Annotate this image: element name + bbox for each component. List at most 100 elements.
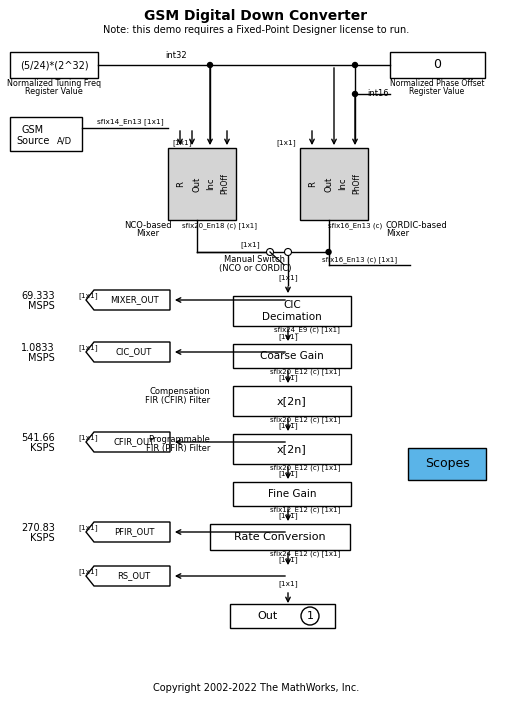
Bar	[230, 604, 335, 628]
Text: sfix12_E12 (c) [1x1]: sfix12_E12 (c) [1x1]	[270, 507, 340, 513]
Polygon shape	[86, 432, 170, 452]
Bar	[210, 524, 350, 550]
Text: [1x1]: [1x1]	[78, 525, 98, 532]
Text: PhOff: PhOff	[352, 174, 361, 194]
Text: RS_OUT: RS_OUT	[117, 571, 151, 580]
Text: A/D: A/D	[57, 136, 72, 145]
Text: GSM Digital Down Converter: GSM Digital Down Converter	[144, 9, 368, 23]
Text: [1x1]: [1x1]	[240, 241, 260, 249]
Text: x[2n]: x[2n]	[277, 444, 307, 454]
Text: Normalized Tuning Freq: Normalized Tuning Freq	[7, 80, 101, 88]
Bar	[233, 434, 351, 464]
Text: Register Value: Register Value	[410, 88, 464, 97]
Circle shape	[352, 63, 357, 68]
Text: sfix16_En13 (c) [1x1]: sfix16_En13 (c) [1x1]	[323, 256, 397, 263]
Bar	[10, 117, 82, 151]
Text: sfix24_E9 (c) [1x1]: sfix24_E9 (c) [1x1]	[274, 327, 340, 333]
Text: 270.83: 270.83	[21, 523, 55, 533]
Text: [1x1]: [1x1]	[78, 345, 98, 352]
Text: KSPS: KSPS	[30, 443, 55, 453]
Text: Normalized Phase Offset: Normalized Phase Offset	[390, 80, 484, 88]
Text: Scopes: Scopes	[424, 457, 470, 470]
Text: (NCO or CORDIC): (NCO or CORDIC)	[219, 265, 291, 273]
Text: Manual Switch: Manual Switch	[224, 256, 286, 265]
Text: NCO-based: NCO-based	[124, 220, 172, 229]
Bar	[168, 148, 236, 220]
Polygon shape	[86, 290, 170, 310]
Text: (5/24)*(2^32): (5/24)*(2^32)	[19, 60, 88, 70]
Text: 1.0833: 1.0833	[22, 343, 55, 353]
Circle shape	[285, 249, 291, 256]
Text: MIXER_OUT: MIXER_OUT	[110, 296, 158, 304]
Text: GSM: GSM	[22, 125, 44, 135]
Bar	[233, 344, 351, 368]
Text: sfix20_En18 (c) [1x1]: sfix20_En18 (c) [1x1]	[182, 222, 258, 229]
Text: Source: Source	[16, 136, 50, 146]
Bar	[390, 52, 485, 78]
Text: 69.333: 69.333	[22, 291, 55, 301]
Text: 1: 1	[307, 611, 313, 621]
Text: Inc: Inc	[206, 178, 215, 190]
Text: Out: Out	[258, 611, 278, 621]
Circle shape	[207, 63, 212, 68]
Text: sfix16_En13 (c): sfix16_En13 (c)	[328, 222, 382, 229]
Bar	[233, 482, 351, 506]
Text: CFIR_OUT: CFIR_OUT	[114, 438, 155, 446]
Text: KSPS: KSPS	[30, 533, 55, 543]
Text: Fine Gain: Fine Gain	[268, 489, 316, 499]
Circle shape	[352, 92, 357, 97]
Bar	[233, 296, 351, 326]
Text: [1x1]: [1x1]	[278, 334, 298, 340]
Text: sfix20_E12 (c) [1x1]: sfix20_E12 (c) [1x1]	[270, 369, 340, 376]
Text: [1x1]: [1x1]	[278, 513, 298, 520]
Text: [1x1]: [1x1]	[278, 580, 298, 587]
Text: Inc: Inc	[337, 178, 347, 190]
Text: int32: int32	[165, 52, 187, 61]
Text: [1x1]: [1x1]	[172, 140, 192, 146]
Polygon shape	[86, 566, 170, 586]
Text: Mixer: Mixer	[386, 229, 409, 239]
Text: [1x1]: [1x1]	[278, 471, 298, 477]
Text: sfix24_E12 (c) [1x1]: sfix24_E12 (c) [1x1]	[270, 551, 340, 557]
Text: [1x1]: [1x1]	[278, 423, 298, 429]
Text: [1x1]: [1x1]	[276, 140, 296, 146]
Text: int16: int16	[367, 90, 389, 99]
Text: Register Value: Register Value	[25, 88, 83, 97]
Text: x[2n]: x[2n]	[277, 396, 307, 406]
Polygon shape	[86, 522, 170, 542]
Text: Compensation: Compensation	[150, 388, 210, 397]
Text: [1x1]: [1x1]	[278, 275, 298, 282]
Text: CORDIC-based: CORDIC-based	[386, 220, 448, 229]
Text: 0: 0	[433, 59, 441, 71]
Text: R: R	[176, 181, 185, 187]
Text: sfix14_En13 [1x1]: sfix14_En13 [1x1]	[97, 119, 163, 126]
Text: Rate Conversion: Rate Conversion	[234, 532, 326, 542]
Text: [1x1]: [1x1]	[78, 292, 98, 299]
Circle shape	[301, 607, 319, 625]
Text: Coarse Gain: Coarse Gain	[260, 351, 324, 361]
Text: sfix20_E12 (c) [1x1]: sfix20_E12 (c) [1x1]	[270, 417, 340, 424]
Text: 541.66: 541.66	[22, 433, 55, 443]
Text: [1x1]: [1x1]	[278, 556, 298, 563]
Text: Out: Out	[192, 176, 201, 191]
Text: R: R	[308, 181, 317, 187]
Text: CIC_OUT: CIC_OUT	[116, 347, 152, 357]
Text: sfix20_E12 (c) [1x1]: sfix20_E12 (c) [1x1]	[270, 465, 340, 472]
Text: [1x1]: [1x1]	[278, 375, 298, 381]
Text: PFIR_OUT: PFIR_OUT	[114, 527, 154, 537]
Text: Copyright 2002-2022 The MathWorks, Inc.: Copyright 2002-2022 The MathWorks, Inc.	[153, 683, 359, 693]
Bar	[408, 448, 486, 480]
Bar	[10, 52, 98, 78]
Bar	[300, 148, 368, 220]
Bar	[233, 386, 351, 416]
Text: [1x1]: [1x1]	[78, 435, 98, 441]
Circle shape	[267, 249, 273, 256]
Text: PhOff: PhOff	[220, 174, 229, 194]
Text: Note: this demo requires a Fixed-Point Designer license to run.: Note: this demo requires a Fixed-Point D…	[103, 25, 409, 35]
Text: MSPS: MSPS	[28, 301, 55, 311]
Text: CIC
Decimation: CIC Decimation	[262, 300, 322, 322]
Circle shape	[326, 249, 331, 254]
Text: Programmable: Programmable	[148, 436, 210, 445]
Text: [1x1]: [1x1]	[78, 568, 98, 575]
Text: FIR (PFIR) Filter: FIR (PFIR) Filter	[145, 445, 210, 453]
